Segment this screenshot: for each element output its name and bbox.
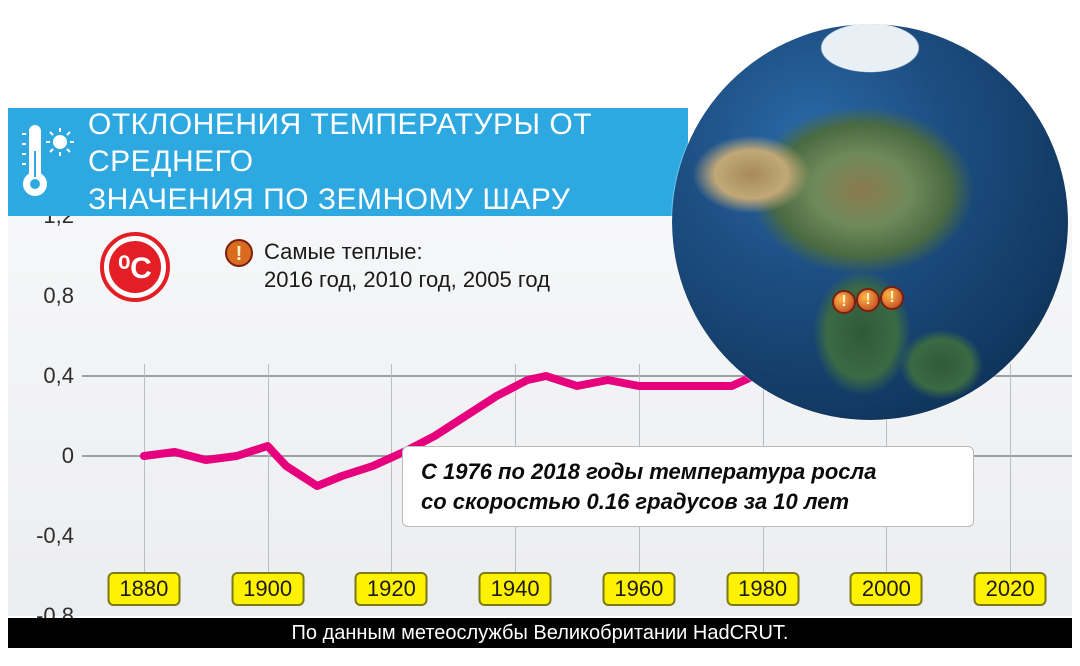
svg-text:!: ! [236, 243, 243, 265]
y-tick-label: -0,4 [36, 523, 74, 549]
callout-line1: С 1976 по 2018 годы температура росла [421, 459, 876, 484]
y-tick-label: 0,4 [43, 363, 74, 389]
chart-title: ОТКЛОНЕНИЯ ТЕМПЕРАТУРЫ ОТ СРЕДНЕГО ЗНАЧЕ… [78, 106, 688, 219]
warmest-years-legend: ! Самые теплые: 2016 год, 2010 год, 2005… [224, 238, 550, 293]
warmest-label: Самые теплые: [264, 239, 423, 264]
hotspot-marker-icon: ! [832, 290, 856, 314]
y-tick-label: 0 [62, 443, 74, 469]
y-axis: 1,20,80,40-0,4-0,8 [8, 216, 82, 616]
header-band: ОТКЛОНЕНИЯ ТЕМПЕРАТУРЫ ОТ СРЕДНЕГО ЗНАЧЕ… [8, 108, 688, 216]
svg-text:⁰C: ⁰C [118, 252, 152, 285]
y-tick-label: 0,8 [43, 283, 74, 309]
earth-globe: !!! [672, 24, 1068, 420]
callout-line2: со скоростью 0.16 градусов за 10 лет [421, 489, 849, 514]
trend-callout: С 1976 по 2018 годы температура росла со… [402, 446, 974, 527]
unit-celsius-badge: ⁰C [100, 232, 170, 302]
warmest-years: 2016 год, 2010 год, 2005 год [264, 267, 550, 292]
data-source-footer: По данным метеослужбы Великобритании Had… [8, 618, 1072, 648]
globe-surface [672, 24, 1068, 420]
hotspot-marker-icon: ! [880, 286, 904, 310]
hotspot-marker-icon: ! [856, 288, 880, 312]
exclamation-marker-icon: ! [224, 238, 254, 268]
thermometer-sun-icon [16, 108, 78, 216]
title-line1: ОТКЛОНЕНИЯ ТЕМПЕРАТУРЫ ОТ СРЕДНЕГО [88, 108, 592, 179]
title-line2: ЗНАЧЕНИЯ ПО ЗЕМНОМУ ШАРУ [88, 183, 570, 216]
footer-text: По данным метеослужбы Великобритании Had… [292, 622, 789, 645]
